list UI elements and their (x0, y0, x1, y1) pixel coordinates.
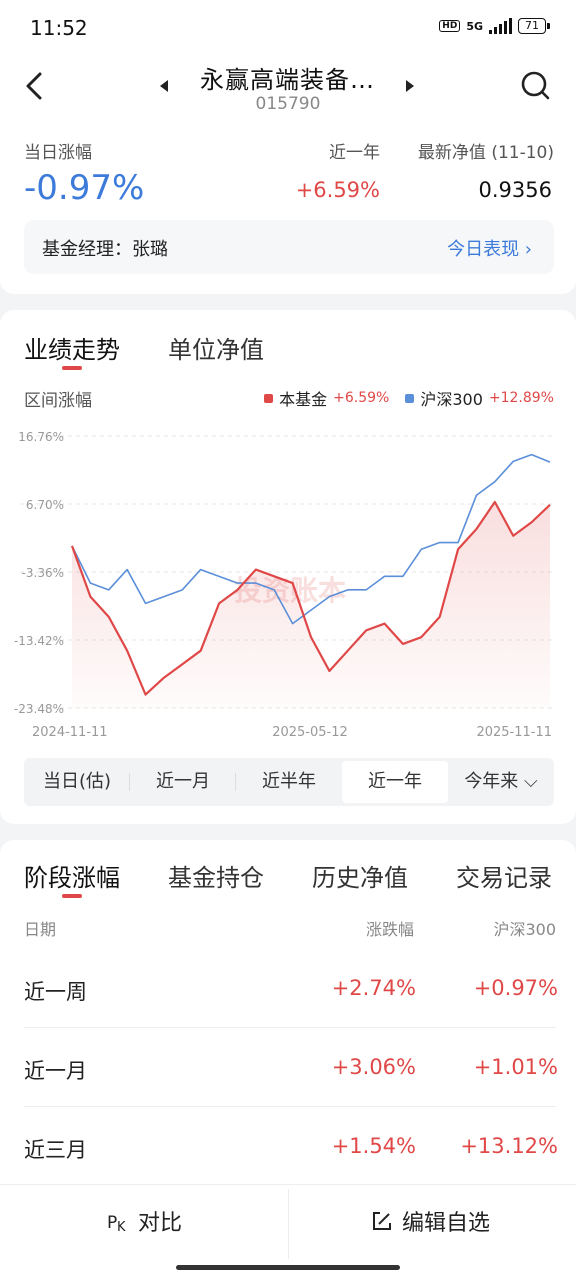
row-hs300-change: +0.97% (473, 976, 558, 1000)
row-fund-change: +3.06% (331, 1055, 416, 1079)
fund-line (70, 500, 551, 696)
y-tick-label: -13.42% (14, 634, 64, 648)
nav-value: 0.9356 (478, 178, 552, 202)
period-ytd[interactable]: 今年来 ⌵ (448, 758, 554, 806)
tab-transactions[interactable]: 交易记录 (456, 864, 552, 892)
col-hs300: 沪深300 (493, 920, 556, 939)
range-change-label: 区间涨幅 (24, 391, 92, 411)
hs300-line (71, 453, 551, 625)
tab-unit-nav[interactable]: 单位净值 (168, 336, 264, 364)
table-row[interactable]: 近一月 +3.06% +1.01% (24, 1029, 558, 1107)
year-change-value: +6.59% (295, 178, 380, 202)
period-6m-label: 近半年 (262, 771, 316, 792)
x-tick-label: 2025-05-12 (272, 725, 348, 740)
prev-fund-button[interactable] (156, 76, 172, 96)
status-time: 11:52 (30, 16, 88, 40)
tab-holdings[interactable]: 基金持仓 (168, 864, 264, 892)
divider (129, 773, 130, 791)
legend-fund-value: +6.59% (333, 390, 390, 406)
y-tick-label: -3.36% (22, 566, 64, 580)
period-day[interactable]: 当日(估) (24, 758, 130, 806)
legend-fund-swatch (264, 393, 274, 403)
compare-label: 对比 (138, 1211, 183, 1236)
row-fund-change: +2.74% (331, 976, 416, 1000)
period-6m[interactable]: 近半年 (236, 758, 342, 806)
edit-watchlist-button[interactable]: 编辑自选 (370, 1205, 490, 1237)
col-date: 日期 (24, 920, 57, 939)
day-change-value: -0.97% (24, 168, 145, 208)
search-button[interactable] (516, 66, 556, 106)
tab-nav-history[interactable]: 历史净值 (312, 864, 408, 892)
manager-bar[interactable]: 基金经理：张璐 今日表现 › (24, 220, 554, 274)
row-period: 近一月 (24, 1059, 87, 1083)
row-period: 近三月 (24, 1138, 87, 1162)
day-change-label: 当日涨幅 (24, 143, 92, 163)
fund-summary: 当日涨幅 近一年 最新净值 (11-10) -0.97% +6.59% 0.93… (0, 128, 576, 294)
next-fund-button[interactable] (402, 76, 418, 96)
manager-name: 基金经理：张璐 (42, 239, 168, 260)
back-button[interactable] (18, 66, 54, 106)
edit-watchlist-label: 编辑自选 (402, 1211, 491, 1236)
row-hs300-change: +13.12% (460, 1134, 558, 1158)
edit-icon (373, 1212, 391, 1230)
svg-text:P: P (107, 1213, 117, 1233)
tab-performance[interactable]: 业绩走势 (24, 336, 120, 364)
legend-hs300-name: 沪深300 (420, 390, 483, 409)
x-tick-label: 2025-11-11 (476, 725, 552, 740)
period-1y[interactable]: 近一年 (342, 761, 448, 803)
status-bar: 11:52 HD 5G 71 (0, 0, 576, 56)
row-period: 近一周 (24, 980, 87, 1004)
performance-card: 业绩走势 单位净值 区间涨幅 本基金 +6.59% 沪深300 +12.89% … (0, 310, 576, 824)
period-1y-label: 近一年 (368, 771, 422, 792)
legend-hs300-swatch (405, 393, 415, 403)
performance-chart: 16.76% 6.70% -3.36% -13.42% -23.48% 2024-11-1… (14, 430, 556, 740)
tab-stage-returns[interactable]: 阶段涨幅 (24, 864, 120, 892)
table-row[interactable]: 近三月 +1.54% +13.12% (24, 1108, 558, 1186)
period-selector: 当日(估) 近一月 近半年 近一年 今年来 ⌵ (24, 758, 554, 806)
svg-text:K: K (117, 1220, 126, 1233)
row-fund-change: +1.54% (331, 1134, 416, 1158)
fund-code: 015790 (255, 94, 321, 114)
active-tab-indicator (62, 366, 82, 370)
table-row[interactable]: 近一周 +2.74% +0.97% (24, 950, 558, 1028)
network-label: 5G (466, 19, 483, 33)
back-arrow-icon (26, 72, 42, 100)
x-tick-label: 2024-11-11 (32, 725, 108, 740)
status-icons: HD 5G 71 (439, 18, 550, 34)
home-indicator (176, 1265, 400, 1270)
chart-legend: 本基金 +6.59% 沪深300 +12.89% (264, 386, 554, 410)
triangle-right-icon (406, 80, 414, 92)
battery-icon: 71 (518, 18, 550, 34)
signal-icon (489, 18, 512, 34)
period-ytd-label: 今年来 ⌵ (464, 771, 538, 792)
hd-icon: HD (439, 20, 461, 32)
y-tick-label: -23.48% (14, 702, 64, 716)
today-performance-link[interactable]: 今日表现 › (447, 239, 532, 260)
period-1m[interactable]: 近一月 (130, 758, 236, 806)
row-hs300-change: +1.01% (473, 1055, 558, 1079)
triangle-left-icon (160, 80, 168, 92)
fund-area-fill (72, 501, 550, 708)
year-change-label: 近一年 (329, 143, 380, 163)
divider (235, 773, 236, 791)
fund-name: 永赢高端装备… (200, 66, 375, 94)
header: 永赢高端装备… 015790 (0, 56, 576, 128)
nav-label: 最新净值 (11-10) (417, 143, 554, 163)
period-1m-label: 近一月 (156, 771, 210, 792)
period-day-label: 当日(估) (42, 771, 112, 792)
search-icon (521, 71, 550, 100)
y-tick-label: 16.76% (18, 430, 64, 444)
legend-fund-name: 本基金 (279, 390, 328, 409)
stage-tab-indicator (62, 894, 82, 898)
divider (288, 1189, 289, 1259)
legend-hs300-value: +12.89% (488, 390, 554, 406)
y-tick-label: 6.70% (26, 498, 64, 512)
col-change: 涨跌幅 (365, 920, 414, 939)
